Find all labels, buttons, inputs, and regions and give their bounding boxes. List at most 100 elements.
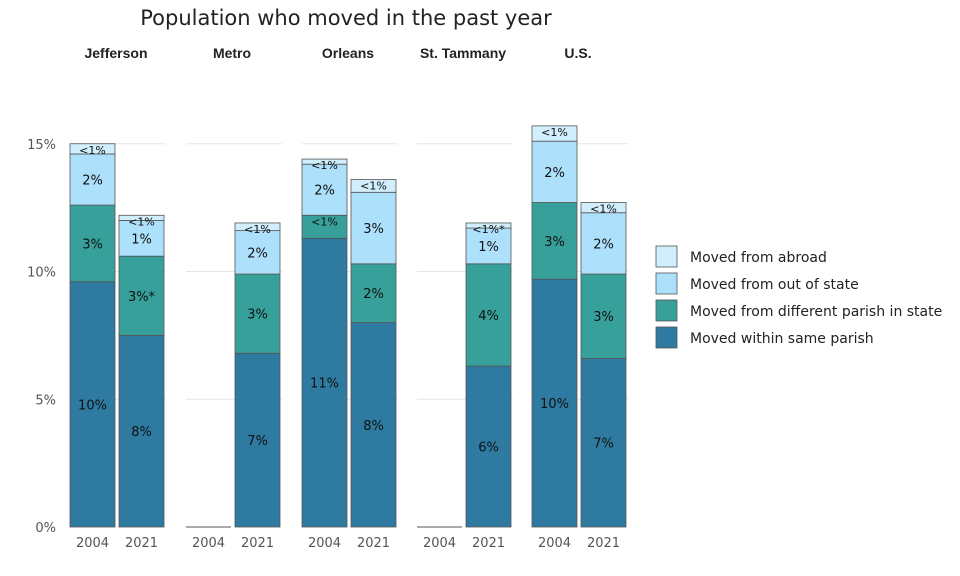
bar-segment-moved-from-out-of-state <box>350 191 397 265</box>
data-label: <1% <box>128 215 155 228</box>
bar-segment-moved-within-same-parish <box>301 237 348 528</box>
legend-swatch <box>655 299 678 322</box>
legend-item-moved-within-same-parish: Moved within same parish <box>655 326 874 349</box>
x-tick-label: 2021 <box>241 536 274 551</box>
facet-label-st-tammany: St. Tammany <box>420 45 506 61</box>
bar-orleans-2004: 11% <1% 2% <1% 2004 <box>301 158 348 551</box>
facet-labels: Jefferson Metro Orleans St. Tammany U.S. <box>84 45 591 61</box>
data-label: 3% <box>363 222 384 237</box>
legend-label: Moved from different parish in state <box>690 304 942 320</box>
data-label: 4% <box>478 309 499 324</box>
bar-segment-moved-from-out-of-state <box>580 212 627 275</box>
legend-swatch <box>655 326 678 349</box>
legend-label: Moved within same parish <box>690 331 874 347</box>
bar-segment-moved-from-different-parish-in-state <box>234 273 281 354</box>
data-label: 10% <box>540 397 569 412</box>
y-axis: 0% 5% 10% 15% <box>27 138 56 536</box>
bar-segment-moved-within-same-parish <box>465 365 512 528</box>
data-label: 3%* <box>128 290 156 305</box>
bar-segment-moved-within-same-parish <box>69 281 116 528</box>
bar-metro-2004: 2004 <box>186 526 231 551</box>
bar-segment-moved-from-different-parish-in-state <box>69 204 116 283</box>
data-label: <1% <box>360 180 387 193</box>
bar-segment-moved-from-out-of-state <box>234 230 281 275</box>
data-label: 3% <box>247 308 268 323</box>
bar-segment-moved-from-abroad <box>301 158 348 165</box>
data-label: 7% <box>593 437 614 452</box>
x-tick-label: 2021 <box>125 536 158 551</box>
data-label: 11% <box>310 377 339 392</box>
x-tick-label: 2021 <box>357 536 390 551</box>
data-label: <1%* <box>472 223 505 236</box>
bar-orleans-2021: 8% 2% 3% <1% 2021 <box>350 179 397 551</box>
bar-segment-moved-from-different-parish-in-state <box>465 263 512 367</box>
legend-item-moved-from-different-parish-in-state: Moved from different parish in state <box>655 299 942 322</box>
chart-title: Population who moved in the past year <box>140 6 552 30</box>
bar-segment-moved-from-abroad <box>580 202 627 214</box>
bar-segment-moved-from-abroad <box>234 222 281 232</box>
bar-segment-moved-from-out-of-state <box>531 140 578 203</box>
bar-st-tammany-2021: 6% 4% 1% <1%* 2021 <box>465 222 512 551</box>
bar-segment-moved-from-abroad <box>350 179 397 193</box>
x-tick-label: 2021 <box>587 536 620 551</box>
data-label: <1% <box>79 144 106 157</box>
facet-label-orleans: Orleans <box>322 45 374 61</box>
bar-segment-moved-within-same-parish <box>580 357 627 528</box>
legend: Moved from abroad Moved from out of state… <box>655 245 942 349</box>
data-label: 3% <box>544 235 565 250</box>
y-tick-label: 0% <box>35 521 56 536</box>
x-tick-label: 2004 <box>76 536 109 551</box>
legend-item-moved-from-abroad: Moved from abroad <box>655 245 827 268</box>
data-label: 3% <box>82 237 103 252</box>
facet-label-metro: Metro <box>213 45 251 61</box>
bar-jefferson-2004: 10% 3% 2% <1% 2004 <box>69 143 116 551</box>
bar-segment-moved-within-same-parish <box>234 352 281 528</box>
x-tick-label: 2004 <box>538 536 571 551</box>
facet-label-u-s: U.S. <box>564 45 591 61</box>
data-label: 1% <box>131 232 152 247</box>
data-label: <1% <box>311 215 338 228</box>
bar-metro-2021: 7% 3% 2% <1% 2021 <box>234 222 281 551</box>
data-label: 2% <box>363 287 384 302</box>
bar-u-s-2021: 7% 3% 2% <1% 2021 <box>580 202 627 551</box>
bar-segment-moved-from-out-of-state <box>118 219 165 257</box>
data-label: 2% <box>82 174 103 189</box>
data-label: 8% <box>131 425 152 440</box>
bar-segment-moved-from-different-parish-in-state <box>531 202 578 280</box>
x-tick-label: 2004 <box>423 536 456 551</box>
data-label: 2% <box>247 246 268 261</box>
y-tick-label: 15% <box>27 138 56 153</box>
data-label: 7% <box>247 434 268 449</box>
data-label: 2% <box>314 184 335 199</box>
legend-swatch <box>655 245 678 268</box>
bar-segment-moved-from-abroad <box>69 143 116 155</box>
data-label: 6% <box>478 441 499 456</box>
data-label: 1% <box>478 240 499 255</box>
data-label: 2% <box>593 237 614 252</box>
bar-segment-moved-from-abroad <box>531 125 578 142</box>
data-label: <1% <box>590 203 617 216</box>
bar-jefferson-2021: 8% 3%* 1% <1% 2021 <box>118 214 165 551</box>
bar-segment-moved-within-same-parish <box>350 322 397 528</box>
legend-label: Moved from out of state <box>690 277 859 293</box>
legend-swatch <box>655 272 678 295</box>
facet-label-jefferson: Jefferson <box>84 45 147 61</box>
bar-segment-moved-within-same-parish <box>531 278 578 528</box>
data-label: 2% <box>544 166 565 181</box>
data-label: <1% <box>244 223 271 236</box>
bar-segment-moved-from-abroad <box>118 214 165 221</box>
x-tick-label: 2021 <box>472 536 505 551</box>
bar-segment-moved-from-different-parish-in-state <box>350 263 397 323</box>
bar-u-s-2004: 10% 3% 2% <1% 2004 <box>531 125 578 551</box>
data-label: 10% <box>78 398 107 413</box>
x-tick-label: 2004 <box>308 536 341 551</box>
bar-segment-moved-from-out-of-state <box>69 153 116 206</box>
y-tick-label: 10% <box>27 266 56 281</box>
data-label: 3% <box>593 310 614 325</box>
legend-item-moved-from-out-of-state: Moved from out of state <box>655 272 859 295</box>
x-tick-label: 2004 <box>192 536 225 551</box>
bar-segment-moved-from-abroad <box>465 222 512 229</box>
bars: 10% 3% 2% <1% 2004 8% 3%* 1% <1% 2021 2004 7% 3% 2% <1… <box>69 125 627 551</box>
data-label: <1% <box>311 159 338 172</box>
